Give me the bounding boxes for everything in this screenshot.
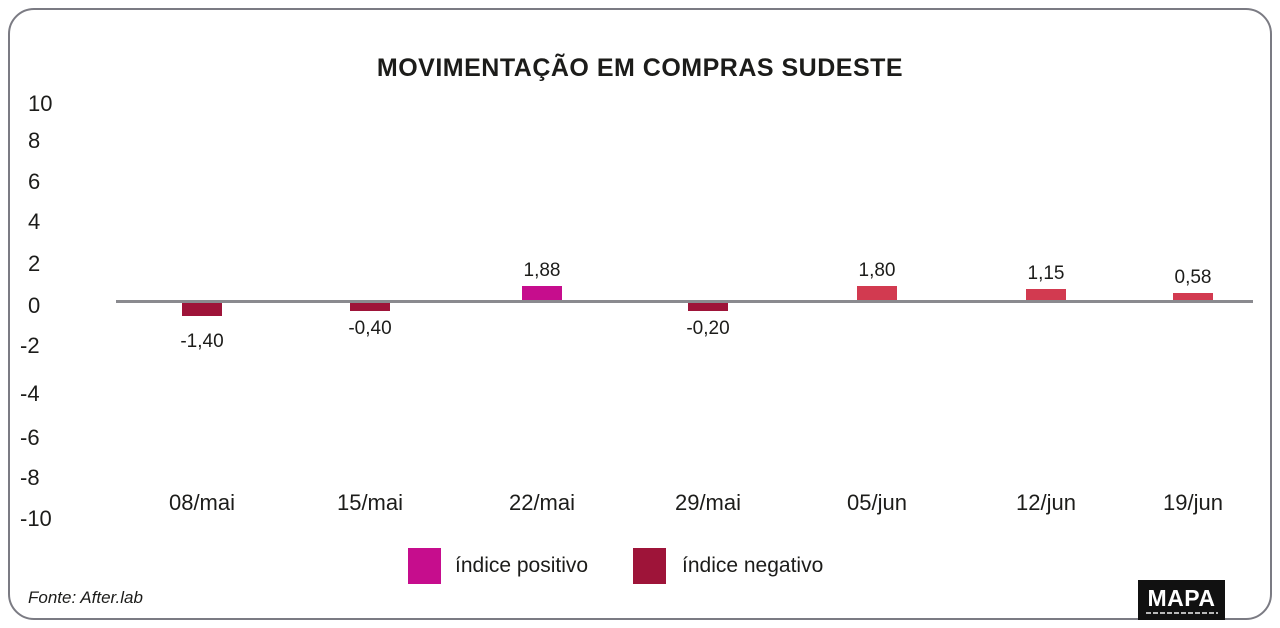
x-axis-label: 05/jun [847, 490, 907, 515]
bar-value-label: 1,80 [858, 260, 896, 281]
y-axis-label: -8 [20, 465, 40, 490]
bar-value-label: 1,15 [1027, 263, 1065, 284]
mapa-logo-text: MAPA [1147, 585, 1216, 611]
legend-label-negative: índice negativo [682, 554, 824, 577]
y-axis-label: -4 [20, 381, 40, 406]
y-axis-label: 8 [28, 128, 41, 153]
bar-value-label: -0,20 [686, 317, 730, 339]
bar-value-label: -1,40 [180, 330, 224, 352]
x-axis-label: 08/mai [168, 490, 236, 515]
y-axis-label: 0 [28, 293, 41, 318]
y-axis-label: -2 [20, 333, 40, 358]
bar [688, 302, 728, 311]
bar-value-label: 1,88 [523, 260, 561, 281]
zero-axis-line [116, 300, 1253, 303]
bar-value-label: -0,40 [348, 317, 392, 339]
chart-title: MOVIMENTAÇÃO EM COMPRAS SUDESTE [376, 54, 904, 82]
x-axis-label: 22/mai [508, 490, 576, 515]
x-axis-label: 29/mai [674, 490, 742, 515]
mapa-logo: MAPA [1138, 580, 1225, 620]
legend-swatch-positive [408, 548, 441, 584]
mapa-logo-tagline [1145, 612, 1218, 614]
bar [182, 302, 222, 316]
bar [350, 302, 390, 311]
x-axis-label: 15/mai [336, 490, 404, 515]
bar [1173, 293, 1213, 300]
y-axis-label: 2 [28, 251, 41, 276]
y-axis-label: 4 [28, 209, 41, 234]
legend-swatch-negative [633, 548, 666, 584]
bar [1026, 289, 1066, 300]
x-axis-label: 19/jun [1163, 490, 1223, 515]
bar [857, 286, 897, 300]
y-axis-label: -10 [20, 506, 52, 531]
bar-value-label: 0,58 [1174, 267, 1212, 288]
y-axis-label: -6 [20, 425, 40, 450]
source-text: Fonte: After.lab [28, 588, 143, 607]
y-axis-label: 6 [28, 169, 41, 194]
y-axis-label: 10 [28, 91, 53, 116]
legend-label-positive: índice positivo [455, 554, 589, 577]
x-axis-label: 12/jun [1016, 490, 1076, 515]
bar [522, 286, 562, 300]
